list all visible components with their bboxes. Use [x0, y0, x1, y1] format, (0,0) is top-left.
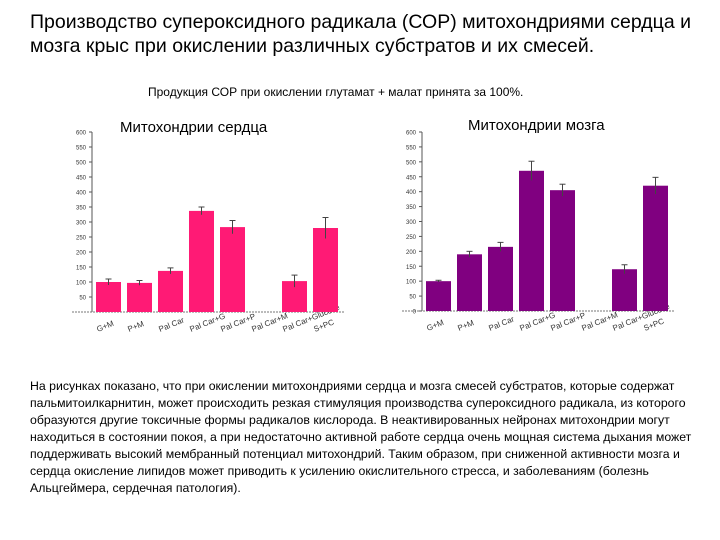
page-subtitle: Продукция СОР при окислении глутамат + м… [148, 85, 524, 99]
bar [96, 282, 121, 312]
y-tick-label: 400 [76, 191, 87, 197]
x-tick-label: P+M [456, 318, 475, 333]
y-tick-label: 150 [406, 265, 417, 271]
y-tick-label: 150 [76, 266, 87, 272]
y-tick-label: 600 [76, 131, 87, 137]
y-tick-label: 350 [76, 206, 87, 212]
x-tick-label: Pal Car+P [549, 311, 586, 333]
bar [127, 282, 152, 312]
y-tick-label: 350 [406, 205, 417, 211]
bar [220, 227, 245, 312]
y-tick-label: 300 [76, 221, 87, 227]
y-tick-label: 400 [406, 190, 417, 196]
bar [643, 185, 668, 311]
y-tick-label: 50 [79, 296, 86, 302]
y-tick-label: 450 [406, 175, 417, 181]
y-tick-label: 100 [406, 280, 417, 286]
y-tick-label: 200 [406, 250, 417, 256]
y-tick-label: 550 [406, 145, 417, 151]
bar [189, 210, 214, 312]
y-tick-label: 50 [409, 295, 416, 301]
description-text: На рисунках показано, что при окислении … [30, 379, 692, 495]
bar [158, 270, 183, 312]
y-tick-label: 300 [406, 220, 417, 226]
x-tick-label: G+M [425, 318, 445, 333]
y-tick-label: 600 [406, 131, 417, 137]
y-tick-label: 500 [406, 160, 417, 166]
y-tick-label: 450 [76, 176, 87, 182]
bar [550, 190, 575, 311]
y-tick-label: 0 [413, 310, 417, 316]
y-tick-label: 550 [76, 146, 87, 152]
y-tick-label: 250 [76, 236, 87, 242]
y-tick-label: 100 [76, 281, 87, 287]
x-tick-label: Pal Car [487, 314, 515, 332]
bar [313, 228, 338, 312]
y-tick-label: 500 [76, 161, 87, 167]
page-title: Производство супероксидного радикала (СО… [30, 11, 691, 57]
heart-chart-title: Митохондрии сердца [120, 119, 268, 136]
bar [519, 170, 544, 311]
bar [488, 246, 513, 311]
brain-chart-title: Митохондрии мозга [468, 117, 605, 134]
bar [426, 281, 451, 311]
y-tick-label: 250 [406, 235, 417, 241]
bar [612, 269, 637, 311]
y-tick-label: 200 [76, 251, 87, 257]
bar [457, 254, 482, 311]
